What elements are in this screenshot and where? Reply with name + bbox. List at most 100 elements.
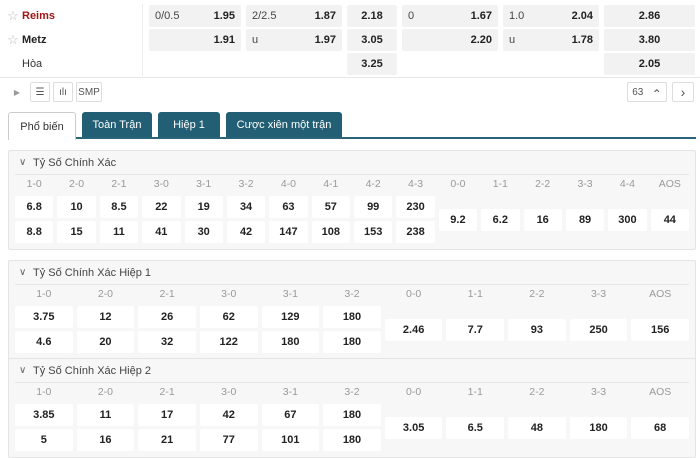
- odds-cell[interactable]: 2.86: [604, 5, 695, 27]
- draw-score-odds[interactable]: 180: [569, 416, 628, 439]
- home-score-odds[interactable]: 180: [323, 404, 381, 426]
- away-score-odds[interactable]: 21: [138, 429, 196, 451]
- score-header: 2-1: [111, 178, 127, 190]
- section-header[interactable]: ∨ Tỷ Số Chính Xác: [15, 151, 689, 175]
- draw-score-odds[interactable]: 89: [565, 208, 605, 231]
- draw-score-odds[interactable]: 156: [631, 318, 689, 341]
- away-score-odds[interactable]: 122: [199, 331, 258, 353]
- odds-cell[interactable]: 2/2.5 1.87: [246, 5, 342, 27]
- odds-cell[interactable]: 0/0.5 1.95: [149, 5, 241, 27]
- home-score-odds[interactable]: 3.85: [15, 404, 73, 426]
- away-score-odds[interactable]: 180: [261, 331, 320, 353]
- away-score-odds[interactable]: 147: [269, 221, 308, 243]
- play-icon[interactable]: ▶: [8, 82, 26, 102]
- home-score-odds[interactable]: 57: [311, 196, 350, 218]
- handicap-label: 0/0.5: [155, 10, 180, 22]
- away-score-odds[interactable]: 32: [138, 331, 196, 353]
- home-score-odds[interactable]: 19: [184, 196, 223, 218]
- away-score-odds[interactable]: 30: [184, 221, 223, 243]
- draw-score-odds[interactable]: 68: [631, 416, 689, 439]
- draw-score-odds[interactable]: 9.2: [438, 208, 478, 231]
- tab-cuoc-xien[interactable]: Cược xiên một trận: [226, 112, 342, 137]
- draw-score-odds[interactable]: 44: [650, 208, 689, 231]
- team-label: ☆ Metz: [0, 28, 143, 52]
- home-score-odds[interactable]: 180: [323, 306, 381, 328]
- home-score-odds[interactable]: 12: [76, 306, 135, 328]
- score-header: AOS: [649, 386, 672, 398]
- away-score-odds[interactable]: 16: [76, 429, 135, 451]
- favorite-star-icon[interactable]: ☆: [7, 32, 19, 47]
- odds-cell[interactable]: 2.05: [604, 53, 695, 75]
- odds-cell[interactable]: 3.25: [347, 53, 397, 75]
- chevron-right-icon[interactable]: ›: [672, 82, 694, 102]
- home-score-odds[interactable]: 99: [354, 196, 393, 218]
- home-score-odds[interactable]: 11: [76, 404, 135, 426]
- score-header: 1-1: [492, 178, 508, 190]
- away-score-odds[interactable]: 77: [199, 429, 258, 451]
- draw-score-odds[interactable]: 7.7: [446, 318, 505, 341]
- tab-toan-tran[interactable]: Toàn Trận: [82, 112, 152, 137]
- draw-score-odds[interactable]: 6.2: [481, 208, 520, 231]
- home-score-odds[interactable]: 8.5: [99, 196, 139, 218]
- odds-cell[interactable]: 1.0 2.04: [503, 5, 599, 27]
- handicap-label: u: [509, 34, 516, 46]
- home-score-odds[interactable]: 67: [261, 404, 320, 426]
- away-score-odds[interactable]: 41: [142, 221, 181, 243]
- odds-cell[interactable]: 2.18: [347, 5, 397, 27]
- section-header[interactable]: ∨ Tỷ Số Chính Xác Hiệp 1: [15, 261, 689, 285]
- odds-cell[interactable]: u 1.78: [503, 29, 599, 51]
- away-score-odds[interactable]: 153: [354, 221, 393, 243]
- score-header: 1-1: [467, 386, 483, 398]
- home-score-odds[interactable]: 230: [396, 196, 435, 218]
- away-score-odds[interactable]: 20: [76, 331, 135, 353]
- tab-pho-bien[interactable]: Phổ biến: [8, 112, 76, 140]
- away-score-odds[interactable]: 8.8: [15, 221, 54, 243]
- away-score-odds[interactable]: 108: [311, 221, 350, 243]
- home-score-odds[interactable]: 34: [226, 196, 266, 218]
- away-score-odds[interactable]: 15: [57, 221, 96, 243]
- away-score-odds[interactable]: 238: [396, 221, 435, 243]
- draw-score-odds[interactable]: 3.05: [384, 416, 443, 439]
- draw-score-odds[interactable]: 250: [569, 318, 628, 341]
- away-score-odds[interactable]: 42: [226, 221, 266, 243]
- draw-score-odds[interactable]: 93: [508, 318, 566, 341]
- odds-cell[interactable]: 0 1.67: [402, 5, 498, 27]
- odds-cell[interactable]: 1.91: [149, 29, 241, 51]
- draw-score-odds[interactable]: 300: [608, 208, 647, 231]
- home-score-odds[interactable]: 62: [199, 306, 258, 328]
- away-score-odds[interactable]: 11: [99, 221, 139, 243]
- odds-cell[interactable]: 2.20: [402, 29, 498, 51]
- away-score-odds[interactable]: 5: [15, 429, 73, 451]
- stats-chart-icon[interactable]: ılı: [53, 82, 73, 102]
- home-score-odds[interactable]: 10: [57, 196, 96, 218]
- away-score-odds[interactable]: 180: [323, 331, 381, 353]
- home-score-odds[interactable]: 63: [269, 196, 308, 218]
- draw-score-odds[interactable]: 16: [523, 208, 562, 231]
- market-count-button[interactable]: 63 ⌃: [627, 82, 667, 102]
- score-header: 3-1: [282, 288, 298, 300]
- section-header[interactable]: ∨ Tỷ Số Chính Xác Hiệp 2: [15, 359, 689, 383]
- tab-hiep-1[interactable]: Hiệp 1: [158, 112, 220, 137]
- home-score-odds[interactable]: 42: [199, 404, 258, 426]
- home-score-odds[interactable]: 129: [261, 306, 320, 328]
- smp-button[interactable]: SMP: [76, 82, 102, 102]
- away-score-odds[interactable]: 4.6: [15, 331, 73, 353]
- list-icon[interactable]: ☰: [30, 82, 50, 102]
- home-score-odds[interactable]: 6.8: [15, 196, 54, 218]
- odds-cell[interactable]: 3.80: [604, 29, 695, 51]
- draw-score-odds[interactable]: 48: [508, 416, 566, 439]
- odds-value: 2.20: [470, 34, 492, 46]
- home-score-odds[interactable]: 22: [142, 196, 181, 218]
- draw-score-odds[interactable]: 6.5: [446, 416, 505, 439]
- home-score-odds[interactable]: 26: [138, 306, 196, 328]
- away-score-odds[interactable]: 180: [323, 429, 381, 451]
- home-score-odds[interactable]: 3.75: [15, 306, 73, 328]
- away-score-odds[interactable]: 101: [261, 429, 320, 451]
- odds-cell[interactable]: 3.05: [347, 29, 397, 51]
- draw-score-odds[interactable]: 2.46: [384, 318, 443, 341]
- home-score-odds[interactable]: 17: [138, 404, 196, 426]
- favorite-star-icon[interactable]: ☆: [7, 8, 19, 23]
- score-header: 2-0: [97, 386, 114, 398]
- odds-cell[interactable]: u 1.97: [246, 29, 342, 51]
- market-section: ∨ Tỷ Số Chính Xác Hiệp 1 1-0 2-0 2-1 3-0 3-1 3-…: [8, 260, 696, 360]
